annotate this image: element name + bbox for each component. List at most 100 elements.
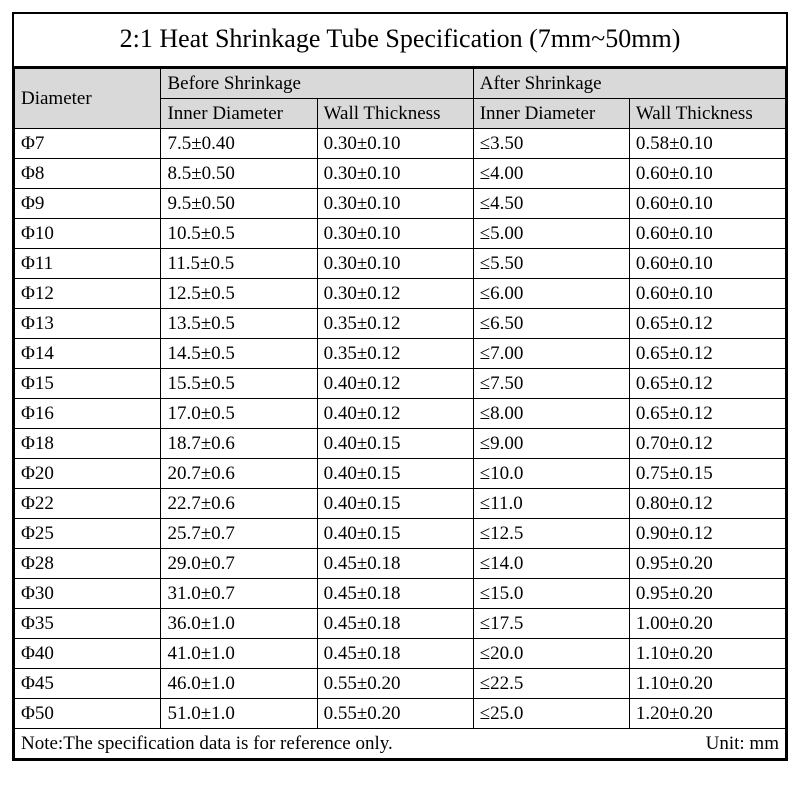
table-cell-after_inner: ≤20.0 [473,639,629,669]
table-cell-diameter: Φ15 [15,369,161,399]
table-cell-before_wall: 0.35±0.12 [317,309,473,339]
table-cell-before_inner: 18.7±0.6 [161,429,317,459]
table-cell-after_wall: 0.60±0.10 [629,219,785,249]
table-row: Φ88.5±0.500.30±0.10≤4.000.60±0.10 [15,159,786,189]
table-cell-after_wall: 0.60±0.10 [629,159,785,189]
table-cell-before_inner: 36.0±1.0 [161,609,317,639]
table-cell-after_inner: ≤7.50 [473,369,629,399]
table-cell-before_wall: 0.40±0.15 [317,489,473,519]
spec-table-container: 2:1 Heat Shrinkage Tube Specification (7… [12,12,788,761]
table-cell-after_wall: 1.10±0.20 [629,639,785,669]
table-cell-after_inner: ≤5.50 [473,249,629,279]
table-row: Φ2525.7±0.70.40±0.15≤12.50.90±0.12 [15,519,786,549]
note-text: Note:The specification data is for refer… [15,729,630,759]
table-row: Φ3031.0±0.70.45±0.18≤15.00.95±0.20 [15,579,786,609]
page-title: 2:1 Heat Shrinkage Tube Specification (7… [14,14,786,68]
table-cell-after_wall: 0.95±0.20 [629,579,785,609]
table-cell-after_inner: ≤22.5 [473,669,629,699]
table-cell-before_inner: 51.0±1.0 [161,699,317,729]
table-row: Φ5051.0±1.00.55±0.20≤25.01.20±0.20 [15,699,786,729]
table-cell-before_inner: 31.0±0.7 [161,579,317,609]
table-cell-before_inner: 17.0±0.5 [161,399,317,429]
table-cell-after_inner: ≤14.0 [473,549,629,579]
table-cell-diameter: Φ7 [15,129,161,159]
table-row: Φ77.5±0.400.30±0.10≤3.500.58±0.10 [15,129,786,159]
table-cell-before_inner: 46.0±1.0 [161,669,317,699]
table-cell-before_inner: 20.7±0.6 [161,459,317,489]
table-cell-diameter: Φ30 [15,579,161,609]
table-cell-before_wall: 0.30±0.10 [317,249,473,279]
table-cell-before_wall: 0.30±0.10 [317,189,473,219]
table-cell-before_wall: 0.55±0.20 [317,699,473,729]
table-cell-diameter: Φ10 [15,219,161,249]
table-cell-before_inner: 14.5±0.5 [161,339,317,369]
table-cell-after_inner: ≤15.0 [473,579,629,609]
table-cell-before_wall: 0.40±0.12 [317,369,473,399]
table-cell-after_inner: ≤5.00 [473,219,629,249]
table-cell-before_inner: 11.5±0.5 [161,249,317,279]
table-cell-before_wall: 0.45±0.18 [317,579,473,609]
table-cell-after_wall: 0.95±0.20 [629,549,785,579]
table-cell-diameter: Φ8 [15,159,161,189]
table-cell-diameter: Φ16 [15,399,161,429]
table-cell-after_inner: ≤6.00 [473,279,629,309]
table-cell-before_inner: 22.7±0.6 [161,489,317,519]
table-cell-after_wall: 0.65±0.12 [629,339,785,369]
table-cell-after_wall: 0.65±0.12 [629,309,785,339]
table-cell-diameter: Φ40 [15,639,161,669]
table-cell-diameter: Φ28 [15,549,161,579]
table-cell-before_inner: 25.7±0.7 [161,519,317,549]
table-cell-after_wall: 1.20±0.20 [629,699,785,729]
table-cell-after_inner: ≤4.00 [473,159,629,189]
table-row: Φ4546.0±1.00.55±0.20≤22.51.10±0.20 [15,669,786,699]
table-cell-before_inner: 13.5±0.5 [161,309,317,339]
header-row-1: Diameter Before Shrinkage After Shrinkag… [15,69,786,99]
header-before-wall: Wall Thickness [317,99,473,129]
header-before: Before Shrinkage [161,69,473,99]
table-cell-after_inner: ≤11.0 [473,489,629,519]
table-cell-before_wall: 0.35±0.12 [317,339,473,369]
table-cell-before_wall: 0.40±0.15 [317,459,473,489]
table-cell-after_wall: 0.90±0.12 [629,519,785,549]
table-cell-after_inner: ≤17.5 [473,609,629,639]
table-cell-after_inner: ≤6.50 [473,309,629,339]
table-cell-after_wall: 0.65±0.12 [629,399,785,429]
table-cell-diameter: Φ9 [15,189,161,219]
table-cell-after_inner: ≤3.50 [473,129,629,159]
table-cell-diameter: Φ12 [15,279,161,309]
table-cell-after_wall: 0.60±0.10 [629,279,785,309]
table-row: Φ4041.0±1.00.45±0.18≤20.01.10±0.20 [15,639,786,669]
table-cell-before_wall: 0.55±0.20 [317,669,473,699]
table-cell-before_inner: 8.5±0.50 [161,159,317,189]
table-cell-diameter: Φ25 [15,519,161,549]
table-cell-before_inner: 9.5±0.50 [161,189,317,219]
table-cell-after_inner: ≤9.00 [473,429,629,459]
table-cell-after_wall: 0.70±0.12 [629,429,785,459]
spec-table: Diameter Before Shrinkage After Shrinkag… [14,68,786,759]
table-row: Φ2222.7±0.60.40±0.15≤11.00.80±0.12 [15,489,786,519]
header-after: After Shrinkage [473,69,785,99]
header-after-inner: Inner Diameter [473,99,629,129]
table-cell-before_wall: 0.30±0.10 [317,129,473,159]
header-diameter: Diameter [15,69,161,129]
note-row: Note:The specification data is for refer… [15,729,786,759]
table-cell-before_wall: 0.30±0.10 [317,159,473,189]
table-cell-after_wall: 0.58±0.10 [629,129,785,159]
table-cell-before_inner: 12.5±0.5 [161,279,317,309]
table-row: Φ1313.5±0.50.35±0.12≤6.500.65±0.12 [15,309,786,339]
table-cell-before_wall: 0.40±0.15 [317,519,473,549]
table-cell-after_inner: ≤7.00 [473,339,629,369]
table-cell-before_inner: 15.5±0.5 [161,369,317,399]
header-after-wall: Wall Thickness [629,99,785,129]
table-cell-diameter: Φ14 [15,339,161,369]
table-row: Φ1414.5±0.50.35±0.12≤7.000.65±0.12 [15,339,786,369]
table-cell-after_inner: ≤12.5 [473,519,629,549]
table-row: Φ1515.5±0.50.40±0.12≤7.500.65±0.12 [15,369,786,399]
table-cell-after_inner: ≤8.00 [473,399,629,429]
table-cell-before_inner: 7.5±0.40 [161,129,317,159]
table-cell-before_wall: 0.30±0.12 [317,279,473,309]
table-cell-after_inner: ≤10.0 [473,459,629,489]
table-row: Φ2020.7±0.60.40±0.15≤10.00.75±0.15 [15,459,786,489]
table-cell-after_wall: 1.10±0.20 [629,669,785,699]
table-cell-diameter: Φ35 [15,609,161,639]
